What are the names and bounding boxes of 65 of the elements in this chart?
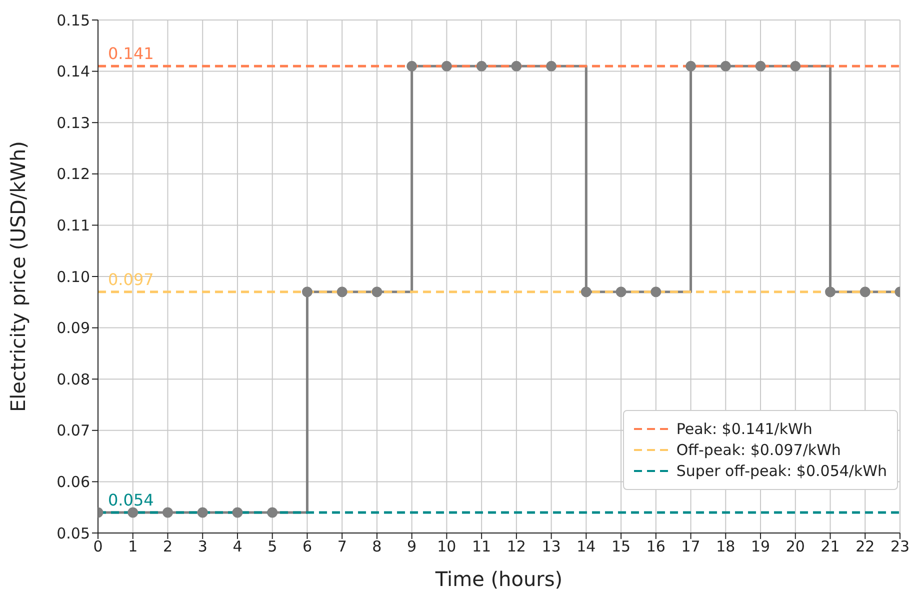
x-tick-label: 7 xyxy=(337,538,347,556)
point xyxy=(825,286,836,298)
legend-label: Super off-peak: $0.054/kWh xyxy=(676,462,887,480)
y-tick-label: 0.09 xyxy=(56,319,90,338)
point xyxy=(476,60,487,72)
point xyxy=(336,286,348,298)
y-tick-label: 0.12 xyxy=(56,165,90,184)
x-tick-label: 21 xyxy=(820,538,840,556)
legend-label: Off-peak: $0.097/kWh xyxy=(676,441,841,459)
y-tick-label: 0.07 xyxy=(56,422,90,440)
x-tick-label: 19 xyxy=(750,538,770,556)
annotation: 0.141 xyxy=(108,44,154,64)
point xyxy=(650,286,662,298)
point xyxy=(232,507,243,518)
point xyxy=(860,286,870,298)
point xyxy=(686,60,696,72)
x-tick-label: 14 xyxy=(576,538,596,556)
y-tick-label: 0.05 xyxy=(56,524,90,542)
x-tick-label: 15 xyxy=(611,538,631,556)
point xyxy=(580,286,592,298)
x-tick-label: 16 xyxy=(646,538,666,556)
point xyxy=(755,60,766,72)
legend-label: Peak: $0.141/kWh xyxy=(676,420,812,438)
y-tick-label: 0.13 xyxy=(56,114,90,132)
point xyxy=(302,286,312,298)
point xyxy=(372,286,382,298)
annotation: 0.097 xyxy=(108,270,154,289)
x-tick-label: 22 xyxy=(856,538,875,556)
point xyxy=(441,60,452,72)
x-tick-label: 2 xyxy=(162,538,173,556)
x-axis-title: Time (hours) xyxy=(434,567,563,591)
point xyxy=(720,60,731,72)
x-tick-label: 23 xyxy=(890,538,910,556)
x-tick-label: 17 xyxy=(681,538,700,556)
x-tick-label: 10 xyxy=(437,538,456,556)
y-tick-label: 0.11 xyxy=(56,216,90,235)
point xyxy=(546,60,557,72)
x-tick-label: 6 xyxy=(302,538,312,556)
x-tick-label: 18 xyxy=(716,538,736,556)
y-tick-label: 0.10 xyxy=(56,268,90,286)
point xyxy=(511,60,522,72)
y-tick-label: 0.08 xyxy=(56,370,90,388)
y-tick-label: 0.06 xyxy=(56,473,90,492)
x-tick-label: 4 xyxy=(232,538,242,556)
x-tick-label: 13 xyxy=(542,538,561,556)
x-tick-label: 1 xyxy=(128,538,138,556)
x-tick-label: 3 xyxy=(198,538,208,556)
annotation: 0.054 xyxy=(108,490,154,510)
point xyxy=(406,60,418,72)
x-tick-label: 0 xyxy=(93,538,103,556)
point xyxy=(267,507,278,518)
x-tick-label: 5 xyxy=(268,538,278,556)
x-tick-label: 11 xyxy=(472,538,492,556)
x-tick-label: 20 xyxy=(786,538,805,556)
x-tick-label: 9 xyxy=(407,538,417,556)
point xyxy=(790,60,801,72)
y-tick-label: 0.14 xyxy=(56,62,90,81)
x-tick-label: 8 xyxy=(372,538,382,556)
point xyxy=(616,286,626,298)
x-tick-label: 12 xyxy=(506,538,526,556)
y-tick-label: 0.15 xyxy=(56,11,90,30)
y-axis-title: Electricity price (USD/kWh) xyxy=(6,141,30,412)
point xyxy=(162,507,173,518)
point xyxy=(197,507,208,518)
point xyxy=(128,507,138,518)
